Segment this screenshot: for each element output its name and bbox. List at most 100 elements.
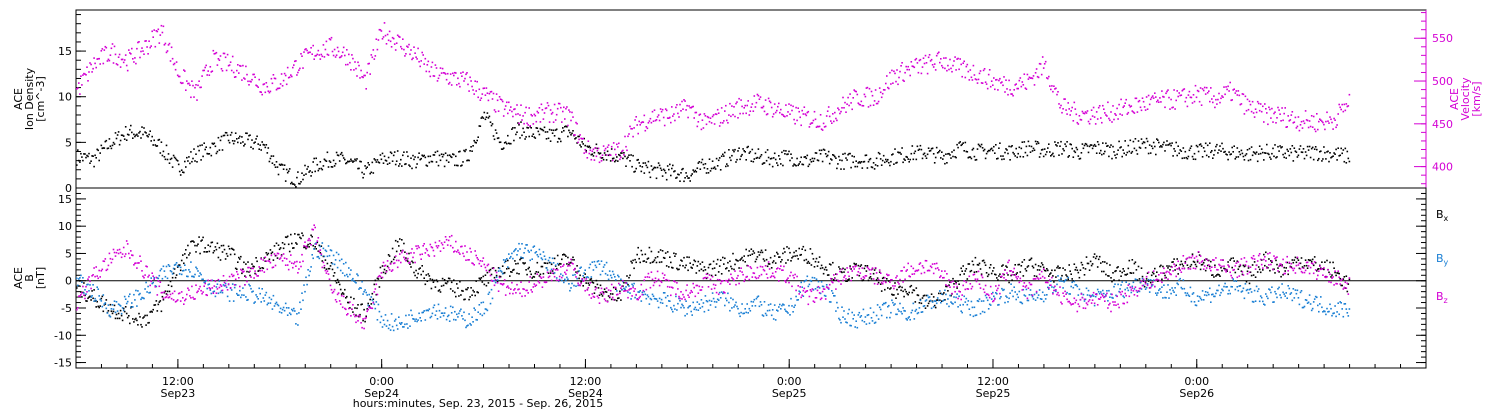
data-point — [718, 157, 721, 159]
data-point — [538, 133, 541, 136]
data-point — [78, 285, 80, 287]
data-point — [651, 261, 654, 264]
data-point — [170, 270, 173, 273]
data-point — [361, 280, 363, 283]
data-point — [664, 108, 667, 110]
data-point — [308, 274, 310, 277]
data-point — [404, 163, 406, 166]
data-point — [445, 159, 448, 162]
data-point — [1229, 153, 1231, 156]
data-point — [651, 169, 654, 171]
data-point — [610, 276, 613, 279]
data-point — [997, 304, 999, 306]
data-point — [394, 49, 397, 51]
data-point — [158, 274, 161, 277]
data-point — [1203, 259, 1206, 261]
data-point — [1234, 92, 1237, 94]
data-point — [1166, 140, 1168, 142]
data-point — [805, 157, 808, 160]
data-point — [879, 283, 882, 285]
data-point — [216, 64, 219, 66]
data-point — [189, 252, 191, 254]
data-point — [610, 145, 613, 148]
data-point — [1239, 264, 1242, 267]
data-point — [1279, 145, 1281, 147]
data-point — [459, 85, 461, 88]
data-point — [389, 151, 392, 153]
data-point — [1249, 271, 1252, 273]
data-point — [670, 174, 672, 177]
data-point — [476, 139, 478, 142]
data-point — [406, 259, 408, 262]
data-point — [732, 113, 734, 116]
data-point — [894, 72, 896, 75]
data-point — [1253, 116, 1256, 118]
data-point — [586, 157, 589, 159]
data-point — [608, 296, 611, 299]
data-point — [462, 161, 464, 163]
data-point — [889, 71, 891, 74]
data-point — [647, 257, 650, 259]
data-point — [959, 141, 961, 143]
data-point — [620, 278, 622, 281]
data-point — [456, 283, 458, 285]
data-point — [774, 262, 777, 264]
data-point — [490, 288, 493, 291]
data-point — [90, 63, 92, 66]
data-point — [102, 310, 105, 313]
data-point — [1043, 294, 1046, 296]
data-point — [133, 293, 135, 296]
data-point — [550, 113, 553, 115]
data-point — [728, 149, 730, 151]
data-point — [198, 275, 200, 277]
data-point — [1162, 143, 1164, 146]
data-point — [570, 261, 572, 264]
data-point — [959, 58, 961, 60]
data-point — [644, 162, 647, 164]
data-point — [1071, 278, 1073, 280]
data-point — [977, 300, 980, 303]
data-point — [378, 310, 381, 313]
data-point — [364, 320, 366, 323]
data-point — [890, 160, 892, 163]
data-point — [187, 160, 189, 162]
data-point — [469, 322, 471, 325]
data-point — [383, 268, 386, 271]
data-point — [1276, 117, 1278, 119]
data-point — [1198, 254, 1201, 256]
y-right-axis-title-line: Velocity — [1459, 77, 1472, 121]
data-point — [212, 251, 215, 254]
data-point — [569, 131, 571, 134]
data-point — [998, 147, 1000, 149]
data-point — [529, 126, 531, 128]
data-point — [657, 306, 660, 309]
data-point — [422, 311, 424, 314]
data-point — [136, 305, 138, 307]
data-point — [748, 307, 751, 310]
data-point — [869, 157, 872, 160]
data-point — [347, 63, 349, 66]
data-point — [1056, 145, 1058, 147]
data-point — [434, 64, 437, 66]
data-point — [682, 265, 684, 267]
data-point — [625, 145, 627, 148]
data-point — [1293, 121, 1296, 123]
data-point — [795, 106, 797, 109]
data-point — [815, 152, 818, 154]
data-point — [1133, 288, 1136, 290]
data-point — [388, 324, 391, 326]
data-point — [1171, 261, 1173, 263]
data-point — [716, 108, 719, 111]
data-point — [1307, 126, 1310, 129]
data-point — [927, 147, 930, 149]
data-point — [472, 289, 474, 292]
data-point — [1127, 144, 1130, 147]
data-point — [763, 110, 766, 113]
data-point — [184, 160, 186, 163]
data-point — [717, 159, 720, 162]
data-point — [726, 267, 728, 269]
data-point — [1097, 143, 1100, 146]
data-point — [1012, 94, 1014, 97]
data-point — [1095, 111, 1098, 113]
data-point — [767, 97, 770, 100]
